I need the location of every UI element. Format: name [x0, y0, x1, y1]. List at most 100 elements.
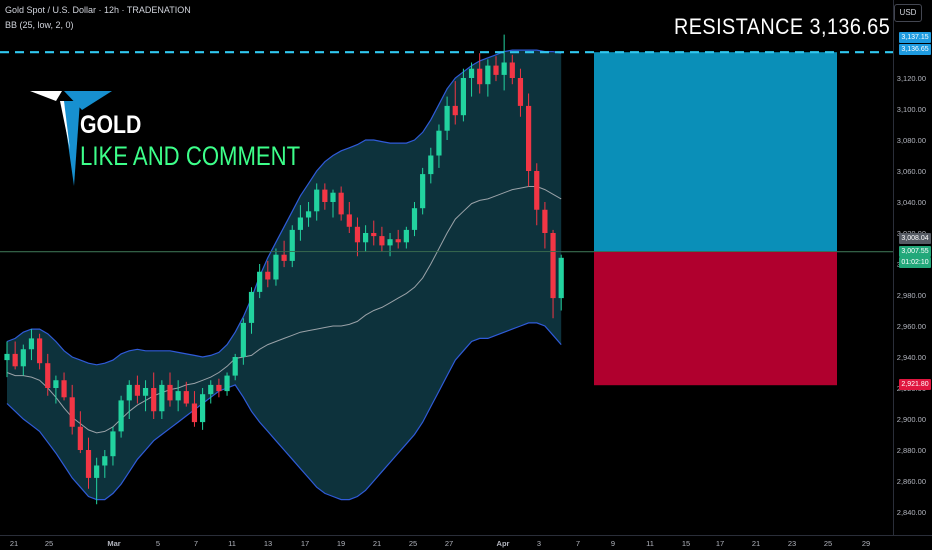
time-tick-label: 29	[862, 539, 870, 548]
time-tick-label: Mar	[107, 539, 120, 548]
candle-body	[363, 233, 369, 243]
target-zone[interactable]	[594, 52, 837, 252]
candle-body	[436, 130, 442, 156]
candle-body	[411, 208, 418, 230]
time-axis[interactable]: 21 25 Mar 5 7 11 13 17 19 21 25 27 Apr 3 7 9 11 15 17 21 23 2…	[0, 535, 932, 549]
candle-body	[403, 229, 409, 243]
time-tick-label: 11	[228, 539, 236, 548]
candle-body	[175, 391, 181, 401]
price-tag-resistance: 3,136.65	[899, 44, 931, 55]
candle-body	[379, 236, 385, 246]
bollinger-upper-line	[6, 49, 562, 366]
candle-body	[232, 357, 238, 376]
stop-zone[interactable]	[594, 251, 837, 386]
logo-text-gold: GOLD	[80, 111, 142, 139]
time-tick-label: 15	[682, 539, 690, 548]
candle-body	[151, 388, 157, 412]
candle-body	[240, 322, 246, 357]
time-tick-label: 19	[337, 539, 345, 548]
candle-body	[526, 105, 532, 171]
resistance-label: RESISTANCE 3,136.65	[673, 14, 890, 39]
time-tick-label: 5	[156, 539, 160, 548]
price-tick-label: 2,900.00	[897, 415, 926, 424]
price-tick-label: 2,960.00	[897, 322, 926, 331]
candle-body	[477, 68, 483, 85]
candle-body	[314, 189, 320, 212]
candle-body	[281, 254, 287, 261]
candle-body	[273, 254, 279, 280]
time-tick-label: 27	[445, 539, 453, 548]
candle-body	[338, 192, 344, 215]
candle-body	[550, 233, 556, 299]
price-tag-upper: 3,137.15	[899, 32, 931, 43]
candle-body	[77, 426, 83, 450]
candle-body	[12, 353, 18, 367]
price-tick-label: 2,840.00	[897, 508, 926, 517]
candle-body	[69, 397, 75, 427]
candle-body	[305, 211, 312, 218]
candle-body	[4, 353, 10, 361]
currency-button[interactable]: USD	[894, 4, 922, 22]
price-tick-label: 3,060.00	[897, 167, 926, 176]
candle-body	[468, 68, 475, 78]
candle-body	[183, 391, 189, 404]
candle-body	[208, 384, 214, 395]
candle-body	[191, 403, 198, 423]
price-tick-label: 2,880.00	[897, 446, 926, 455]
candle-body	[297, 217, 303, 230]
time-tick-label: 23	[788, 539, 796, 548]
price-tick-label: 2,940.00	[897, 353, 926, 362]
price-tag-last: 3,007.55	[899, 246, 931, 257]
candle-body	[534, 171, 540, 210]
candle-body	[45, 363, 51, 388]
indicator-label[interactable]: BB (25, low, 2, 0)	[5, 20, 74, 30]
candle-body	[452, 105, 458, 116]
candle-body	[94, 465, 100, 478]
candle-body	[493, 65, 499, 75]
price-tick-label: 2,860.00	[897, 477, 926, 486]
time-tick-label: 7	[194, 539, 198, 548]
candle-body	[485, 65, 491, 85]
bollinger-lower-line	[6, 322, 562, 501]
candle-body	[126, 384, 132, 401]
candle-body	[20, 349, 26, 367]
time-tick-label: 25	[409, 539, 417, 548]
time-tick-label: 9	[611, 539, 615, 548]
candle-body	[346, 214, 352, 227]
time-tick-label: 25	[45, 539, 53, 548]
candle-body	[102, 456, 108, 466]
candle-body	[322, 189, 328, 202]
candle-body	[558, 257, 564, 299]
candle-body	[509, 62, 515, 78]
time-tick-label: 21	[752, 539, 760, 548]
candle-body	[224, 375, 230, 392]
time-tick-label: 21	[10, 539, 18, 548]
price-axis[interactable]: 2,840.002,860.002,880.002,900.002,920.00…	[893, 0, 927, 535]
candle-body	[501, 62, 507, 75]
candle-body	[257, 271, 263, 292]
candle-body	[371, 233, 377, 237]
price-tick-label: 3,100.00	[897, 105, 926, 114]
candle-body	[265, 271, 271, 280]
time-tick-label: 3	[537, 539, 541, 548]
time-tick-label: 17	[301, 539, 309, 548]
candle-body	[395, 239, 401, 243]
candle-body	[167, 384, 173, 401]
time-tick-label: 13	[264, 539, 272, 548]
symbol-title[interactable]: Gold Spot / U.S. Dollar · 12h · TRADENAT…	[5, 5, 191, 15]
candle-body	[289, 229, 295, 261]
candle-body	[159, 384, 165, 412]
candle-body	[542, 209, 548, 233]
time-tick-label: 7	[576, 539, 580, 548]
price-tag-stop: 2,921.80	[899, 379, 931, 390]
candle-body	[28, 338, 35, 350]
time-tick-label: 11	[646, 539, 654, 548]
price-tick-label: 2,980.00	[897, 291, 926, 300]
candle-body	[428, 155, 434, 175]
candle-body	[118, 400, 124, 432]
price-countdown: 01:02:10	[899, 257, 931, 268]
time-tick-label: 25	[824, 539, 832, 548]
candle-body	[61, 380, 67, 398]
candle-body	[142, 388, 149, 396]
